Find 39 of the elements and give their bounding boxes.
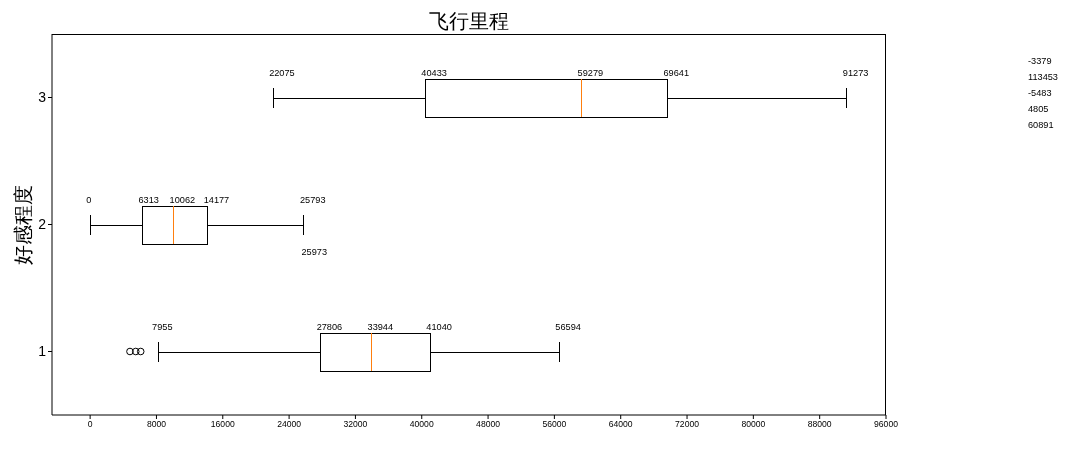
- annotation: 25793: [299, 194, 326, 205]
- text: 60891: [1028, 120, 1054, 131]
- x-tick-label: 80000: [741, 419, 766, 430]
- x-tick-label: 16000: [210, 419, 235, 430]
- annotation: 0: [86, 194, 92, 205]
- annotation: 10062: [169, 194, 196, 205]
- x-tick-label: 40000: [409, 419, 434, 430]
- x-tick-label: 24000: [277, 419, 302, 430]
- x-tick-label: 32000: [343, 419, 368, 430]
- text: -5483: [1028, 88, 1052, 99]
- annotation: 22075: [269, 67, 295, 78]
- text: 4805: [1028, 104, 1049, 115]
- x-tick-label: 48000: [476, 419, 501, 430]
- annotation: 7955: [152, 321, 173, 332]
- y-tick-label: 1: [38, 343, 47, 360]
- y-tick-label: 3: [38, 89, 47, 106]
- annotation: 56594: [555, 321, 581, 332]
- annotation: 33944: [367, 321, 394, 332]
- annotation: 6313: [138, 194, 159, 205]
- text: -3379: [1028, 56, 1052, 67]
- x-tick-label: 72000: [675, 419, 700, 430]
- annotation: 40433: [421, 67, 447, 78]
- annotation: 25973: [301, 246, 328, 257]
- annotation: 91273: [842, 67, 869, 78]
- x-tick-label: 88000: [807, 419, 832, 430]
- text: 113453: [1028, 72, 1058, 83]
- annotation: 27806: [316, 321, 343, 332]
- x-tick-label: 64000: [608, 419, 633, 430]
- annotation: 69641: [663, 67, 690, 78]
- x-tick-label: 56000: [542, 419, 567, 430]
- annotation: 14177: [203, 194, 230, 205]
- chart-title: 飞行里程: [429, 10, 509, 33]
- annotation: 41040: [426, 321, 452, 332]
- annotation: 59279: [577, 67, 604, 78]
- y-tick-label: 2: [38, 216, 47, 233]
- y-axis-title: 好感程度: [10, 185, 34, 265]
- x-tick-label: 96000: [874, 419, 899, 430]
- x-tick-label: 8000: [146, 419, 167, 430]
- x-tick-label: 0: [87, 419, 93, 430]
